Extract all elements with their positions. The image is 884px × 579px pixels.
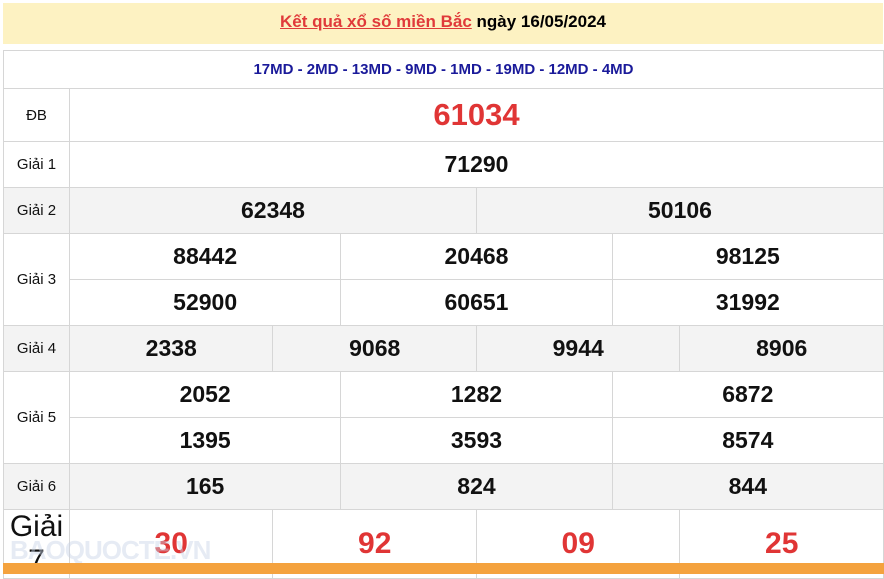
prize-value: 6872 bbox=[611, 371, 884, 418]
prize-value: 71290 bbox=[69, 141, 884, 188]
prize-label: Giải 4 bbox=[3, 325, 70, 372]
footer-bar bbox=[3, 563, 884, 574]
special-prize: 61034 bbox=[69, 88, 884, 142]
prize-value: 60651 bbox=[340, 279, 613, 326]
prize-value: 50106 bbox=[475, 187, 884, 234]
results-link[interactable]: Kết quả xổ số miền Bắc bbox=[280, 12, 472, 31]
prize-value: 20468 bbox=[340, 233, 613, 280]
prize-label: Giải 6 bbox=[3, 463, 70, 510]
prize-value: 8574 bbox=[611, 417, 884, 464]
prize-value: 8906 bbox=[679, 325, 884, 372]
draw-codes: 17MD - 2MD - 13MD - 9MD - 1MD - 19MD - 1… bbox=[3, 50, 884, 89]
results-table: 17MD - 2MD - 13MD - 9MD - 1MD - 19MD - 1… bbox=[3, 50, 884, 579]
prize-value: 88442 bbox=[68, 233, 342, 280]
results-header: Kết quả xổ số miền Bắc ngày 16/05/2024 bbox=[3, 3, 883, 44]
prize-label: ĐB bbox=[3, 88, 70, 142]
prize-value: 1395 bbox=[68, 417, 342, 464]
prize-label: Giải 5 bbox=[3, 371, 70, 464]
prize-value: 9068 bbox=[272, 325, 477, 372]
prize-value: 3593 bbox=[340, 417, 613, 464]
prize-value: 2338 bbox=[68, 325, 274, 372]
results-date: ngày 16/05/2024 bbox=[476, 12, 606, 31]
prize-label: Giải 2 bbox=[3, 187, 70, 234]
prize-label: Giải 1 bbox=[3, 141, 70, 188]
prize-value: 98125 bbox=[611, 233, 884, 280]
prize-value: 9944 bbox=[475, 325, 681, 372]
prize-value: 2052 bbox=[68, 371, 342, 418]
prize-value: 824 bbox=[340, 463, 613, 510]
watermark: BAOQUOCTE.VN bbox=[10, 535, 211, 565]
prize-value: 31992 bbox=[611, 279, 884, 326]
prize-label: Giải 3 bbox=[3, 233, 70, 326]
prize-value: 165 bbox=[68, 463, 342, 510]
prize-value: 844 bbox=[611, 463, 884, 510]
prize-value: 1282 bbox=[340, 371, 613, 418]
prize-value: 62348 bbox=[69, 187, 477, 234]
prize-value: 52900 bbox=[68, 279, 342, 326]
